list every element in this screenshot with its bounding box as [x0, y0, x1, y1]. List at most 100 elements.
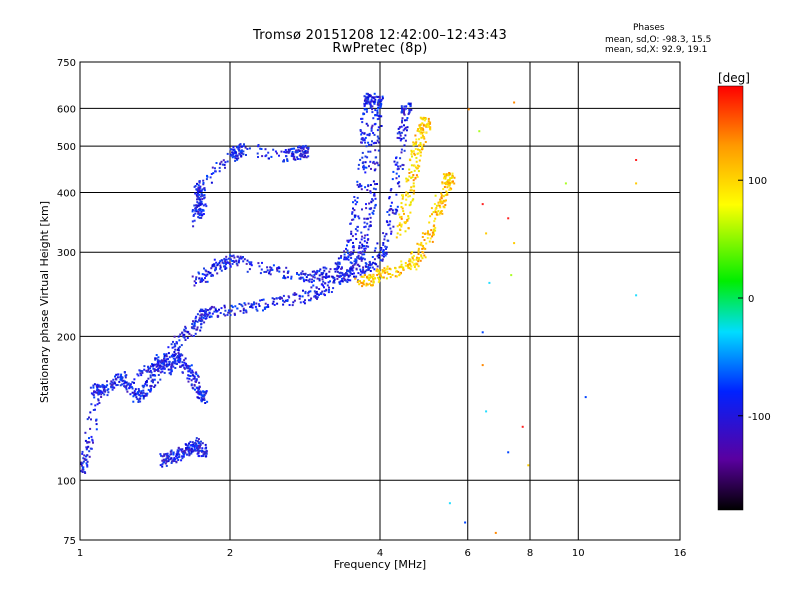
data-point [178, 453, 181, 456]
colorbar-label: [deg] [718, 71, 750, 85]
data-point [189, 440, 192, 443]
data-point [237, 145, 240, 148]
data-point [202, 183, 205, 186]
data-point [86, 460, 89, 463]
data-point [254, 305, 257, 308]
data-point [420, 254, 423, 257]
x-axis-ticks: 1 2 4 6 8 10 16 [77, 548, 687, 559]
data-point [364, 102, 367, 105]
data-point [296, 158, 299, 160]
data-point [94, 404, 97, 407]
data-point [431, 231, 434, 234]
data-point [283, 300, 286, 303]
data-point [308, 290, 311, 293]
data-point [376, 139, 379, 142]
data-point [240, 145, 243, 148]
data-point [399, 233, 402, 236]
data-point [240, 303, 243, 306]
data-point [372, 274, 375, 277]
data-point [301, 153, 304, 156]
data-point [175, 341, 178, 344]
data-point [299, 276, 302, 279]
data-point [307, 291, 310, 294]
data-point [163, 371, 166, 374]
data-point [238, 303, 241, 305]
data-point [272, 264, 275, 267]
data-point [226, 313, 229, 316]
data-point [370, 284, 372, 287]
data-point [188, 365, 191, 368]
data-point [412, 150, 415, 153]
data-point [298, 150, 301, 152]
data-point [403, 124, 405, 127]
data-point [400, 266, 403, 268]
data-point [90, 403, 93, 406]
data-point [362, 276, 365, 278]
data-point [371, 275, 373, 278]
data-point [239, 151, 242, 154]
data-point [181, 448, 184, 451]
data-point [192, 377, 195, 380]
data-point [259, 299, 262, 302]
data-point [84, 472, 87, 474]
data-point [240, 150, 243, 153]
data-point [376, 268, 379, 271]
data-point [199, 199, 202, 202]
data-point [286, 160, 289, 162]
data-point [193, 284, 196, 287]
data-point [106, 380, 108, 383]
data-point [295, 293, 298, 296]
data-point [200, 394, 203, 397]
data-point [378, 115, 381, 118]
data-point [170, 449, 173, 452]
data-point [231, 151, 234, 154]
data-point [201, 308, 204, 311]
data-point [169, 371, 172, 374]
data-point [318, 288, 321, 290]
data-point [219, 260, 222, 263]
data-point [413, 153, 416, 156]
data-point [363, 132, 366, 135]
data-point [377, 107, 380, 110]
data-point [323, 269, 326, 272]
data-point [228, 263, 231, 265]
data-point [154, 363, 157, 366]
data-point [400, 125, 403, 128]
data-point [160, 368, 163, 371]
data-point [201, 313, 204, 316]
data-point [337, 257, 340, 260]
data-point [313, 295, 316, 298]
data-point [377, 141, 380, 144]
x-tick-label: 6 [465, 548, 471, 559]
data-point [367, 96, 369, 99]
data-point [336, 268, 339, 271]
data-point [165, 358, 168, 361]
data-point [165, 363, 168, 366]
data-point [409, 201, 412, 204]
data-point [341, 280, 344, 283]
data-point [203, 194, 206, 197]
data-point [198, 381, 201, 384]
data-point [319, 268, 322, 271]
data-point [308, 278, 311, 281]
data-point [395, 208, 398, 211]
data-point [428, 240, 431, 243]
data-point [186, 364, 189, 367]
data-point [406, 178, 409, 181]
data-point [382, 255, 385, 258]
data-point [174, 358, 176, 361]
data-point [163, 454, 166, 457]
data-point [339, 280, 342, 283]
data-point [318, 277, 321, 280]
data-point [293, 147, 296, 150]
data-point [320, 272, 323, 274]
data-point [137, 388, 140, 390]
data-point [205, 313, 208, 316]
data-point [359, 241, 362, 244]
data-point [321, 273, 324, 276]
data-point [421, 122, 424, 125]
data-point [139, 395, 142, 398]
data-point [370, 263, 373, 266]
data-point [88, 455, 91, 458]
data-point [236, 307, 239, 310]
